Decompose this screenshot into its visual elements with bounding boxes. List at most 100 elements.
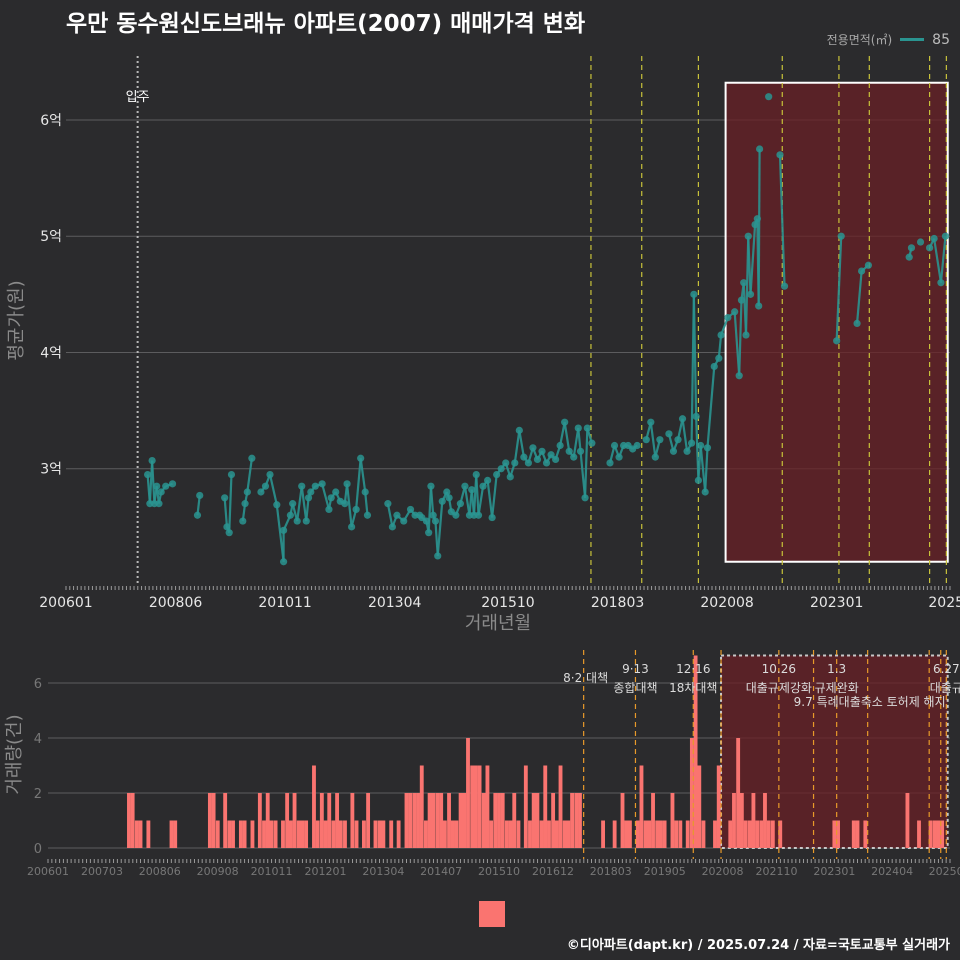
volume-bar <box>531 793 536 848</box>
series-segment <box>359 458 367 493</box>
price-point <box>583 424 591 432</box>
volume-bar <box>285 793 290 848</box>
price-point <box>937 279 945 287</box>
price-point <box>717 331 725 339</box>
price-point <box>429 511 437 519</box>
price-point <box>257 488 265 496</box>
x-tick-label: 200601 <box>39 595 92 611</box>
volume-bar <box>689 738 694 848</box>
volume-bar <box>770 820 775 848</box>
price-point <box>318 480 326 488</box>
price-point <box>388 523 396 531</box>
y-tick-label: 0 <box>34 842 42 857</box>
price-point <box>703 444 712 452</box>
volume-bar <box>427 793 432 848</box>
price-point <box>678 415 687 423</box>
volume-bar <box>431 793 436 848</box>
x-tick-label: 202301 <box>813 865 855 878</box>
volume-bar <box>562 820 567 848</box>
volume-bar <box>354 820 359 848</box>
volume-bar <box>851 820 856 848</box>
series-segment <box>699 445 707 493</box>
x-tick-label: 201011 <box>258 595 311 611</box>
volume-bar <box>551 793 556 848</box>
volume-bar <box>458 793 463 848</box>
price-point <box>524 459 533 467</box>
volume-bar <box>173 820 178 848</box>
price-point <box>751 220 759 229</box>
price-point <box>561 418 569 426</box>
policy-name: 대출규 <box>930 681 960 695</box>
price-point <box>576 447 585 455</box>
price-point <box>357 454 365 462</box>
price-point <box>431 517 440 525</box>
series-segment <box>681 418 689 452</box>
series-segment <box>933 238 943 283</box>
price-point <box>302 517 310 525</box>
price-point <box>742 331 750 339</box>
volume-bar <box>389 820 394 848</box>
volume-bar <box>500 793 505 848</box>
price-point <box>737 296 746 304</box>
volume-bar <box>227 820 232 848</box>
price-point <box>538 447 546 455</box>
price-point <box>858 267 866 275</box>
series-segment <box>475 474 480 516</box>
price-point <box>588 439 596 447</box>
series-segment <box>513 430 521 464</box>
price-point <box>574 424 582 432</box>
series-segment <box>355 458 362 510</box>
volume-bar <box>755 820 760 848</box>
price-point <box>694 476 703 484</box>
price-point <box>930 234 938 243</box>
price-point <box>907 244 916 252</box>
volume-bar <box>508 820 513 848</box>
price-point <box>456 500 464 508</box>
volume-bar <box>670 793 675 848</box>
price-point <box>633 441 641 450</box>
series-segment <box>429 486 435 516</box>
price-point <box>434 552 442 560</box>
price-point <box>223 523 231 531</box>
x-tick-label: 200806 <box>139 865 181 878</box>
price-point <box>479 482 487 490</box>
volume-bar <box>624 820 629 848</box>
volume-bar <box>450 820 455 848</box>
volume-bar <box>265 793 270 848</box>
volume-bar <box>470 765 475 848</box>
volume-bar <box>281 820 285 848</box>
legend-bottom <box>479 901 517 927</box>
price-point <box>196 491 204 500</box>
x-tick-label: 200806 <box>149 595 203 611</box>
x-tick-label: 202008 <box>700 595 753 611</box>
volume-bar <box>685 820 690 848</box>
footer-credit: ©디아파트(dapt.kr) / 2025.07.24 / 자료=국토교통부 실… <box>566 938 950 953</box>
volume-bar <box>739 793 744 848</box>
volume-bar <box>327 793 332 848</box>
price-point <box>642 436 650 444</box>
price-point <box>581 494 589 502</box>
price-point <box>289 500 297 508</box>
policy-name: 대출규제강화 <box>746 681 812 695</box>
volume-bar <box>412 793 417 848</box>
y-tick-label: 6 <box>34 677 42 692</box>
price-point <box>776 151 784 159</box>
price-point <box>780 282 789 290</box>
volume-bar <box>928 820 933 848</box>
volume-bar <box>323 820 328 848</box>
price-point <box>298 482 306 490</box>
volume-bar <box>262 820 266 848</box>
volume-bar <box>223 793 228 848</box>
price-point <box>341 500 349 508</box>
price-point <box>710 362 718 371</box>
volume-bar <box>832 820 837 848</box>
x-tick-label: 202008 <box>702 865 744 878</box>
series-segment <box>296 486 303 522</box>
y-axis-title: 평균가(원) <box>6 280 27 360</box>
price-point <box>864 261 873 269</box>
price-point <box>225 529 233 537</box>
volume-bar <box>766 820 771 848</box>
volume-bar <box>238 820 243 848</box>
volume-bar <box>523 765 528 848</box>
volume-bar <box>273 820 278 848</box>
